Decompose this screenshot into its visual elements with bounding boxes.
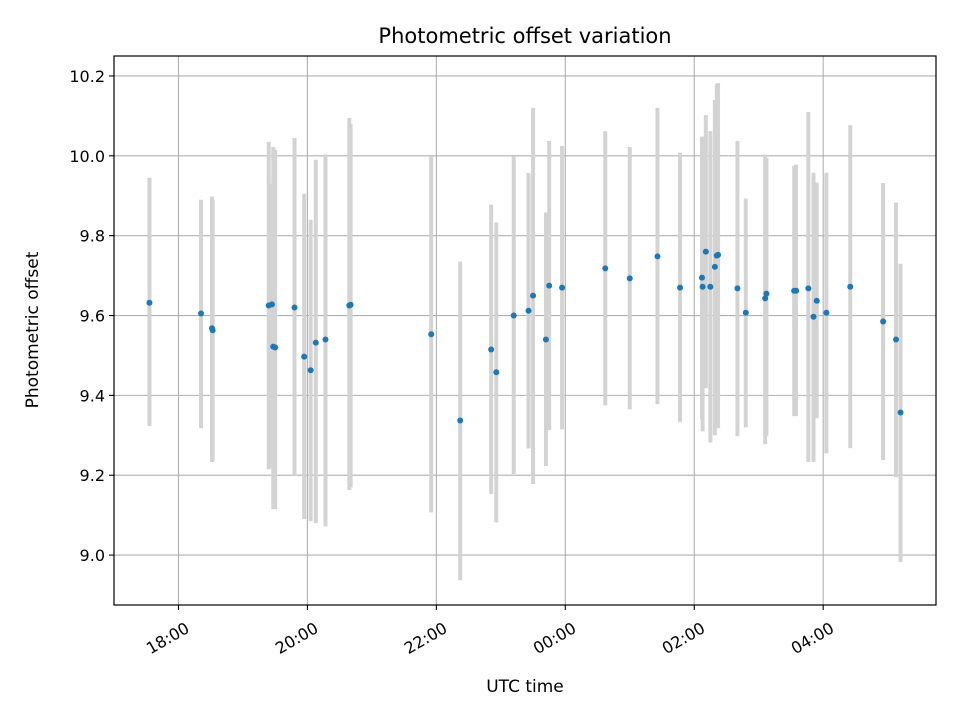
y-tick-label: 9.8	[80, 227, 105, 246]
chart-title: Photometric offset variation	[378, 24, 671, 48]
data-point	[542, 336, 549, 343]
data-point	[488, 346, 495, 353]
data-point	[510, 312, 517, 319]
y-tick-label: 10.0	[69, 147, 105, 166]
data-point	[707, 283, 714, 290]
data-point	[546, 282, 553, 289]
data-point	[307, 367, 314, 374]
data-point	[813, 297, 820, 304]
data-point	[268, 301, 275, 308]
data-point	[715, 251, 722, 258]
data-point	[702, 248, 709, 255]
data-point	[763, 290, 770, 297]
y-tick-label: 9.2	[80, 466, 105, 485]
data-point	[893, 336, 900, 343]
y-tick-label: 9.6	[80, 307, 105, 326]
data-point	[209, 327, 216, 334]
data-point	[525, 307, 532, 314]
data-point	[762, 295, 769, 302]
data-point	[810, 313, 817, 320]
data-point	[793, 287, 800, 294]
data-point	[897, 409, 904, 416]
data-point	[493, 369, 500, 376]
data-point	[880, 318, 887, 325]
data-point	[428, 331, 435, 338]
data-point	[823, 309, 830, 316]
y-axis-label: Photometric offset	[23, 251, 43, 408]
data-point	[711, 263, 718, 270]
data-points	[146, 248, 904, 424]
y-tick-label: 9.4	[80, 386, 105, 405]
data-point	[698, 274, 705, 281]
data-point	[322, 336, 329, 343]
data-point	[198, 310, 205, 317]
data-point	[847, 283, 854, 290]
data-point	[602, 265, 609, 272]
y-axis-ticks: 9.0 9.2 9.4 9.6 9.8 10.0 10.2	[69, 67, 114, 565]
data-point	[457, 417, 464, 424]
data-point	[559, 284, 566, 291]
data-point	[347, 301, 354, 308]
data-point	[530, 292, 537, 299]
data-point	[805, 285, 812, 292]
data-point	[272, 344, 279, 351]
data-point	[742, 309, 749, 316]
x-axis-label: UTC time	[486, 677, 564, 697]
y-tick-label: 9.0	[80, 546, 105, 565]
data-point	[626, 275, 633, 282]
data-point	[699, 283, 706, 290]
plot-frame	[113, 55, 937, 606]
data-point	[734, 285, 741, 292]
data-point	[677, 284, 684, 291]
data-point	[312, 339, 319, 346]
data-point	[654, 253, 661, 260]
data-point	[146, 299, 153, 306]
data-point	[291, 304, 298, 311]
y-tick-label: 10.2	[69, 67, 105, 86]
grid-lines	[114, 56, 936, 605]
data-point	[301, 353, 308, 360]
